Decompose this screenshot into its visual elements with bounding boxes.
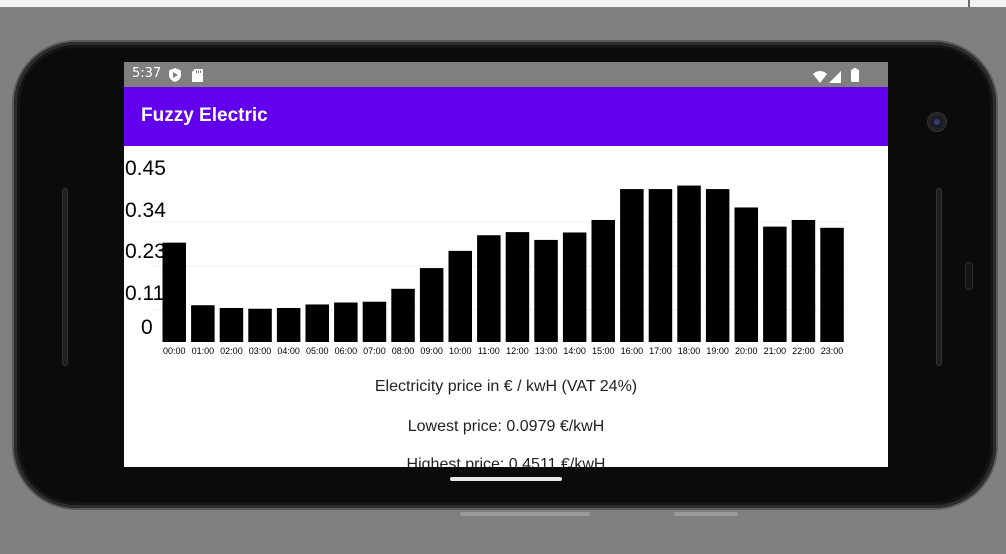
x-tick-label: 22:00 (792, 346, 815, 356)
bar-11:00[interactable] (477, 235, 501, 342)
front-camera (928, 113, 946, 131)
battery-icon (851, 67, 859, 86)
device-screen: 5:37 Fuzzy Electric 0.45 0.34 0.23 0.11 0 00:… (124, 62, 888, 467)
bar-12:00[interactable] (505, 232, 530, 342)
x-tick-label: 04:00 (277, 346, 300, 356)
volume-button (460, 512, 590, 516)
x-tick-label: 05:00 (306, 346, 329, 356)
highest-price: Highest price: 0.4511 €/kwH (406, 456, 606, 467)
x-tick-label: 01:00 (192, 346, 215, 356)
wifi-icon (813, 68, 827, 87)
bar-06:00[interactable] (334, 302, 358, 342)
price-chart: 0.45 0.34 0.23 0.11 0 00:00 01:00 02:00 03:00 04:… (124, 146, 888, 376)
x-tick-label: 14:00 (563, 346, 586, 356)
status-time: 5:37 (132, 66, 162, 81)
x-tick-label: 16:00 (621, 346, 644, 356)
bar-18:00[interactable] (677, 185, 701, 342)
x-tick-label: 12:00 (506, 346, 529, 356)
bar-14:00[interactable] (562, 232, 587, 342)
x-tick-label: 13:00 (535, 346, 558, 356)
x-tick-label: 07:00 (363, 346, 386, 356)
x-tick-label: 21:00 (764, 346, 787, 356)
bar-22:00[interactable] (791, 219, 816, 342)
bar-09:00[interactable] (419, 268, 444, 342)
signal-icon (829, 68, 841, 87)
chart-caption: Electricity price in € / kwH (VAT 24%) (374, 378, 638, 395)
x-tick-label: 00:00 (163, 346, 186, 356)
sd-card-icon (192, 67, 203, 86)
x-tick-label: 08:00 (392, 346, 415, 356)
play-protect-icon (168, 67, 182, 86)
bar-20:00[interactable] (734, 207, 759, 342)
y-tick-label: 0.11 (125, 282, 164, 305)
bar-19:00[interactable] (705, 189, 730, 342)
window-edge (968, 0, 970, 7)
power-button (674, 512, 738, 516)
bar-15:00[interactable] (591, 219, 616, 342)
app-bar: Fuzzy Electric (124, 87, 888, 146)
bar-04:00[interactable] (276, 307, 301, 342)
x-tick-label: 10:00 (449, 346, 472, 356)
bar-05:00[interactable] (305, 304, 330, 342)
bar-00:00[interactable] (162, 242, 187, 342)
y-tick-label: 0.45 (125, 157, 166, 180)
bar-10:00[interactable] (448, 250, 473, 342)
x-tick-label: 18:00 (678, 346, 701, 356)
gesture-nav-handle[interactable] (450, 477, 562, 481)
x-tick-label: 02:00 (220, 346, 243, 356)
window-top-strip (0, 0, 1006, 7)
bar-07:00[interactable] (362, 301, 387, 342)
y-tick-label: 0 (141, 316, 153, 339)
bar-21:00[interactable] (763, 226, 787, 342)
bar-23:00[interactable] (820, 227, 844, 342)
proximity-sensor (965, 262, 973, 290)
bar-13:00[interactable] (534, 239, 558, 342)
left-speaker-grille (62, 188, 68, 366)
right-speaker-grille (936, 188, 942, 366)
x-tick-label: 03:00 (249, 346, 272, 356)
y-tick-label: 0.23 (125, 240, 166, 263)
status-bar: 5:37 (124, 62, 888, 87)
bar-01:00[interactable] (191, 305, 215, 342)
x-tick-label: 15:00 (592, 346, 615, 356)
price-bar-chart: 0.45 0.34 0.23 0.11 0 00:00 01:00 02:00 03:00 04:… (125, 157, 846, 356)
x-tick-label: 20:00 (735, 346, 758, 356)
bar-08:00[interactable] (391, 288, 415, 342)
bar-17:00[interactable] (648, 189, 673, 342)
x-tick-label: 23:00 (821, 346, 844, 356)
x-tick-label: 11:00 (478, 346, 500, 356)
app-title: Fuzzy Electric (141, 105, 268, 126)
x-tick-label: 19:00 (706, 346, 729, 356)
lowest-price: Lowest price: 0.0979 €/kwH (407, 418, 605, 435)
x-tick-label: 06:00 (335, 346, 358, 356)
bar-02:00[interactable] (219, 307, 244, 342)
x-tick-label: 17:00 (649, 346, 672, 356)
bar-16:00[interactable] (620, 189, 644, 342)
y-tick-label: 0.34 (125, 199, 166, 222)
bar-03:00[interactable] (248, 308, 272, 342)
x-tick-label: 09:00 (420, 346, 443, 356)
